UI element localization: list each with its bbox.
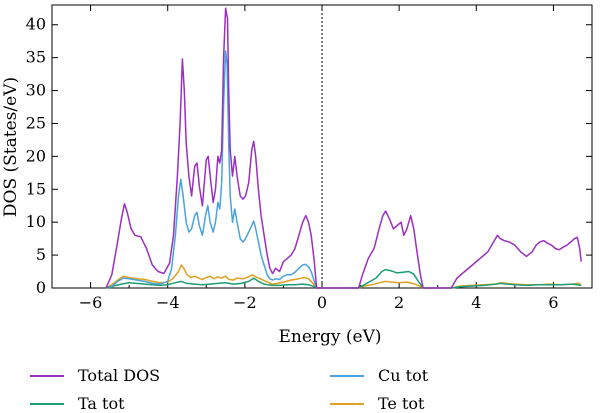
x-tick-label: −4 bbox=[156, 293, 180, 312]
y-tick-label: 30 bbox=[26, 81, 46, 100]
series-total-dos bbox=[105, 7, 582, 289]
y-tick-label: 40 bbox=[26, 15, 46, 34]
y-axis-label: DOS (States/eV) bbox=[1, 77, 21, 217]
x-tick-label: 0 bbox=[317, 293, 327, 312]
x-tick-label: −6 bbox=[79, 293, 103, 312]
legend: Total DOS Cu tot Ta tot Te tot bbox=[30, 366, 429, 413]
x-tick-label: −2 bbox=[233, 293, 257, 312]
legend-label: Total DOS bbox=[78, 366, 160, 385]
x-tick-label: 6 bbox=[548, 293, 558, 312]
legend-label: Ta tot bbox=[78, 394, 125, 413]
y-tick-label: 20 bbox=[26, 146, 46, 165]
legend-label: Te tot bbox=[378, 394, 425, 413]
y-tick-label: 15 bbox=[26, 179, 46, 198]
x-axis-label: Energy (eV) bbox=[278, 327, 381, 347]
y-tick-label: 10 bbox=[26, 212, 46, 231]
y-tick-label: 5 bbox=[36, 245, 46, 264]
y-tick-label: 0 bbox=[36, 278, 46, 297]
plot-series bbox=[105, 7, 582, 289]
legend-label: Cu tot bbox=[378, 366, 429, 385]
y-tick-label: 35 bbox=[26, 48, 46, 67]
x-tick-label: 4 bbox=[471, 293, 481, 312]
axes: −6 −4 −2 0 2 4 6 0 5 10 15 20 25 30 35 40 bbox=[26, 4, 593, 312]
series-ta-tot bbox=[105, 268, 582, 289]
series-cu-tot bbox=[109, 50, 318, 289]
y-tick-label: 25 bbox=[26, 113, 46, 132]
x-tick-label: 2 bbox=[394, 293, 404, 312]
